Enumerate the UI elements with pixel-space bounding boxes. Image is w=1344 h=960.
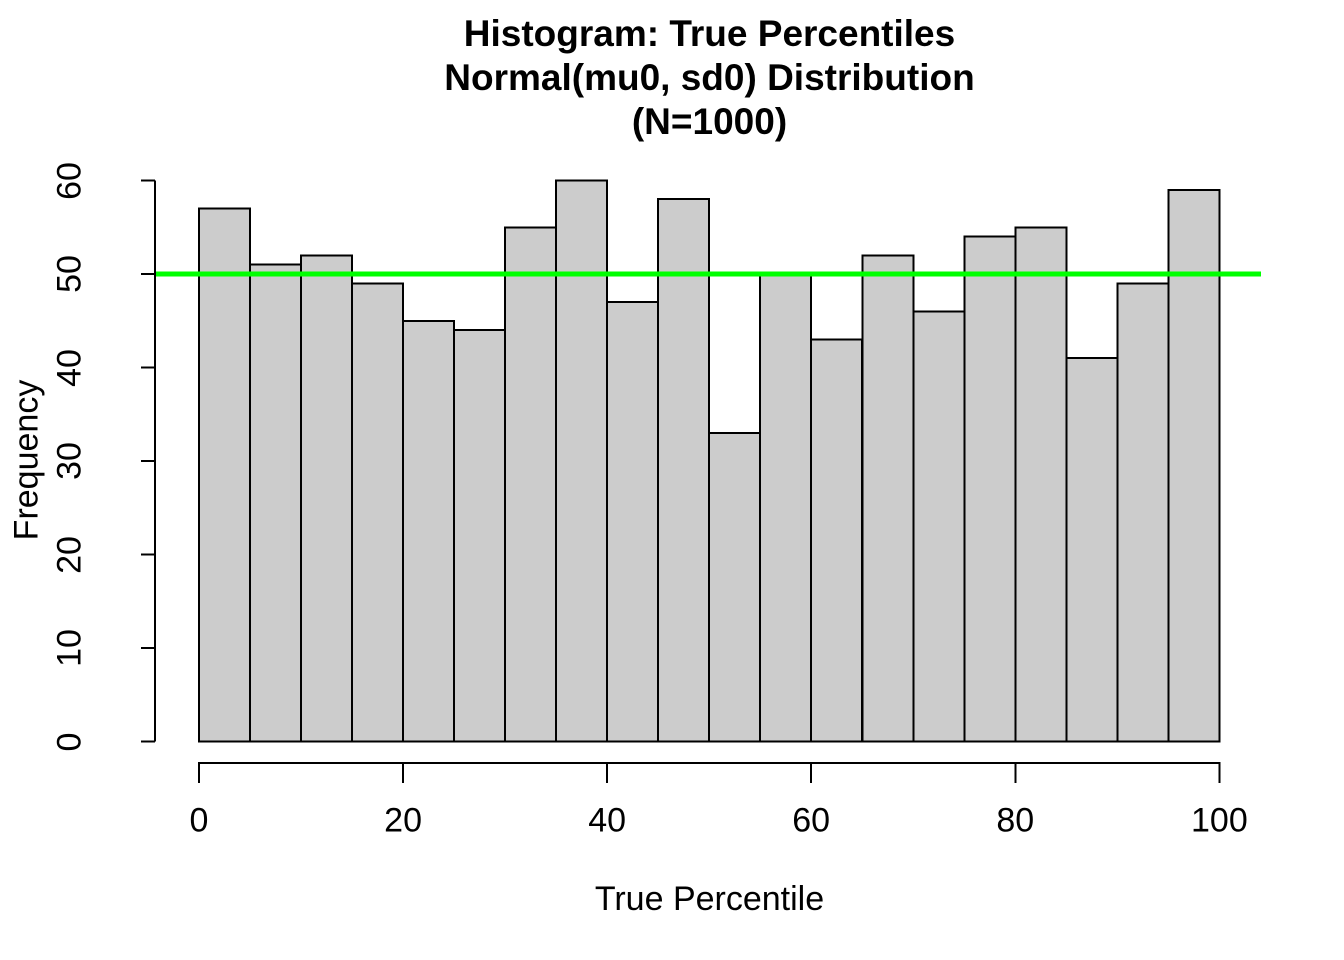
chart-title-line-2: Normal(mu0, sd0) Distribution [444,57,975,98]
y-tick-label: 10 [50,629,89,667]
histogram-bar [351,282,405,743]
y-tick-label: 50 [50,255,89,293]
histogram-bar [810,338,864,743]
histogram-bar [1116,282,1170,743]
histogram-bar [1065,357,1119,743]
y-tick-label: 0 [50,732,89,751]
chart-title-line-1: Histogram: True Percentiles [463,13,956,54]
histogram-bar [1014,226,1068,743]
histogram-bar [1167,188,1221,743]
x-tick-label: 100 [1191,801,1248,840]
histogram-bar [606,301,660,743]
x-tick-label: 0 [189,801,209,840]
histogram-bar [963,235,1017,743]
histogram-bar [555,179,609,743]
histogram-bar [861,254,915,743]
y-tick-label: 20 [50,535,89,574]
histogram-bar [453,329,507,743]
histogram-bar [198,207,251,743]
y-tick-label: 30 [50,442,89,480]
histogram-bar [912,310,966,743]
axes [141,179,1221,783]
y-axis-label: Frequency [7,379,46,541]
chart-title: Histogram: True Percentiles Normal(mu0, … [199,12,1220,144]
histogram-bar [249,263,302,743]
histogram-bar [504,226,558,743]
x-axis-label: True Percentile [594,880,825,918]
chart-title-line-3: (N=1000) [631,101,788,142]
x-tick-label: 80 [996,801,1035,840]
histogram-bar [402,319,456,743]
y-tick-label: 40 [50,348,89,387]
x-tick-label: 40 [588,801,627,840]
histogram-bars [198,179,1221,743]
histogram-bar [759,273,813,743]
x-tick-label: 20 [384,801,423,840]
x-tick-label: 60 [792,801,831,840]
histogram-bar [300,254,353,743]
y-tick-label: 60 [50,161,89,200]
histogram-bar [708,431,762,743]
histogram-bar [657,198,711,743]
